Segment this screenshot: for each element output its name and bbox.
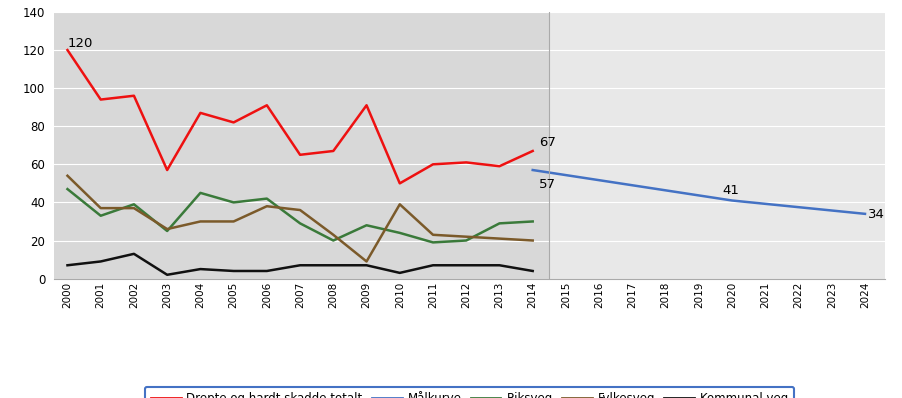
Text: 67: 67 <box>538 136 556 149</box>
Text: 34: 34 <box>868 209 884 221</box>
Text: 41: 41 <box>722 184 738 197</box>
Bar <box>548 12 900 279</box>
Text: 57: 57 <box>538 178 556 191</box>
Text: 120: 120 <box>68 37 93 50</box>
Legend: Drepte og hardt skadde totalt, Målkurve, Riksveg, Fylkesveg, Kommunal veg: Drepte og hardt skadde totalt, Målkurve,… <box>145 386 793 398</box>
